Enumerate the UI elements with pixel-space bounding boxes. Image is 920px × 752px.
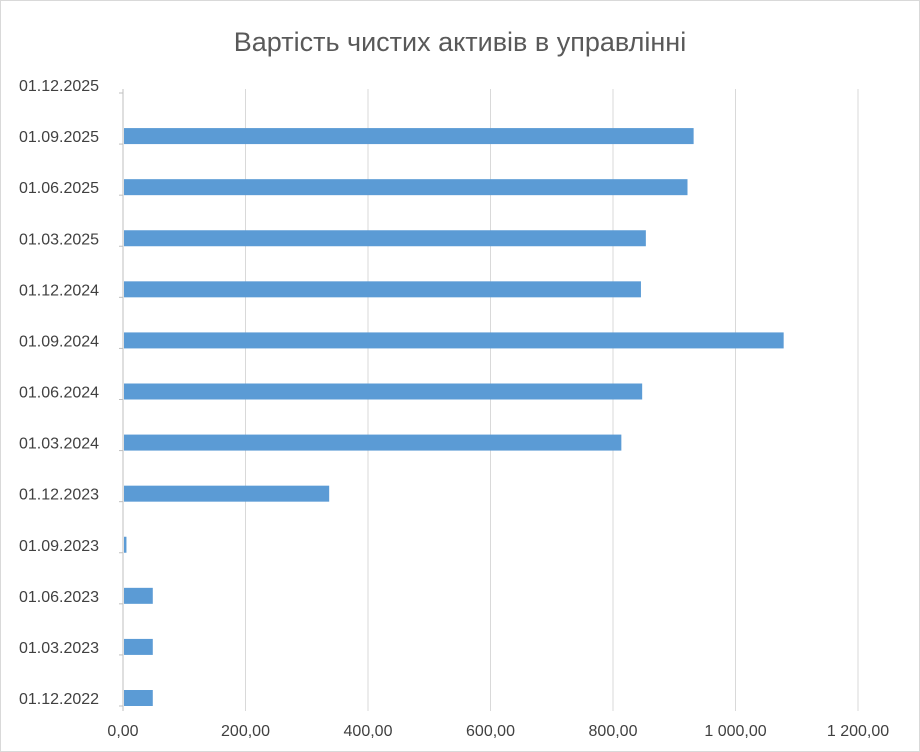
y-tick-label: 01.12.2025 — [19, 78, 99, 95]
x-tick-label: 1 200,00 — [827, 723, 889, 740]
y-tick-label: 01.09.2023 — [19, 538, 99, 555]
bar — [124, 128, 694, 145]
x-tick-label: 800,00 — [589, 723, 638, 740]
bar — [124, 536, 127, 553]
x-tick-label: 600,00 — [466, 723, 515, 740]
bars — [124, 128, 784, 706]
y-tick-label: 01.06.2023 — [19, 589, 99, 606]
x-tick-labels: 0,00 200,00 400,00 600,00 800,00 1 000,00 1 20… — [107, 723, 889, 740]
y-tick-label: 01.03.2025 — [19, 231, 99, 248]
y-tick-label: 01.12.2023 — [19, 487, 99, 504]
bar — [124, 587, 153, 604]
y-tick-label: 01.12.2024 — [19, 282, 99, 299]
bar — [124, 179, 688, 196]
bar — [124, 332, 784, 349]
bar — [124, 230, 646, 247]
bar — [124, 638, 153, 655]
y-axis — [119, 89, 124, 711]
y-tick-label: 01.03.2024 — [19, 436, 99, 453]
y-tick-label: 01.09.2025 — [19, 129, 99, 146]
x-tick-label: 0,00 — [107, 723, 138, 740]
bar — [124, 485, 330, 502]
x-tick-label: 400,00 — [344, 723, 393, 740]
y-tick-label: 01.12.2022 — [19, 691, 99, 708]
y-tick-label: 01.09.2024 — [19, 333, 99, 350]
y-tick-label: 01.03.2023 — [19, 640, 99, 657]
x-tick-label: 1 000,00 — [704, 723, 766, 740]
y-tick-label: 01.06.2025 — [19, 180, 99, 197]
bar — [124, 383, 643, 400]
y-tick-label: 01.06.2024 — [19, 385, 99, 402]
y-tick-labels: 01.12.2022 01.03.2023 01.06.2023 01.09.2023… — [19, 78, 99, 708]
bar — [124, 281, 641, 298]
bar — [124, 690, 153, 706]
x-tick-label: 200,00 — [221, 723, 270, 740]
chart-title: Вартість чистих активів в управлінні — [233, 27, 687, 57]
bar — [124, 434, 622, 451]
